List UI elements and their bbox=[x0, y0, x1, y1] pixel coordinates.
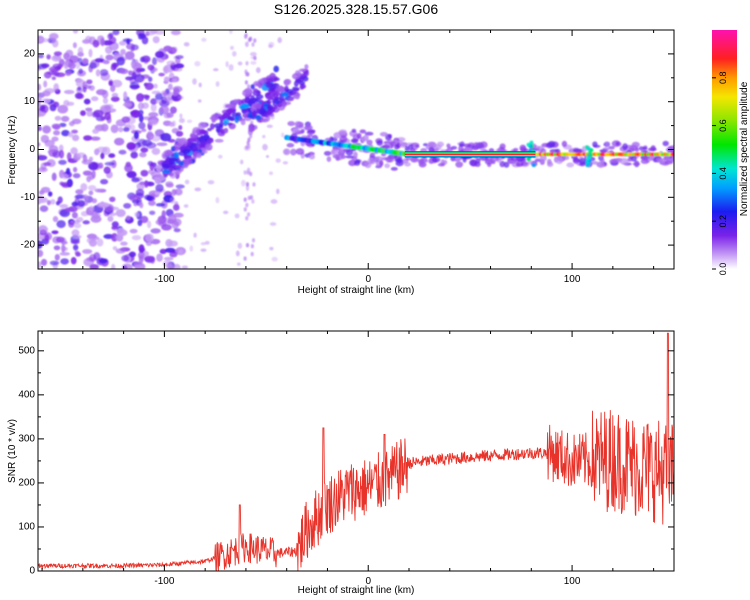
snr-ytick-label: 200 bbox=[18, 477, 35, 488]
spectrogram-xlabel: Height of straight line (km) bbox=[298, 285, 415, 296]
colorbar-tick-label: 0.6 bbox=[718, 119, 728, 132]
spectrogram-xtick-label: -100 bbox=[154, 274, 174, 285]
snr-frame bbox=[37, 330, 675, 572]
snr-xtick-label: 0 bbox=[365, 576, 371, 587]
snr-xtick-label: 100 bbox=[564, 576, 581, 587]
spectrogram-xtick-label: 0 bbox=[365, 274, 371, 285]
spectrogram-xtick-label: 100 bbox=[564, 274, 581, 285]
colorbar-tick-label: 0.4 bbox=[718, 167, 728, 180]
spectrogram-ytick-label: 20 bbox=[24, 48, 36, 59]
snr-ytick-label: 0 bbox=[29, 566, 35, 577]
snr-ytick-label: 100 bbox=[18, 521, 35, 532]
snr-xtick-label: -100 bbox=[154, 576, 174, 587]
snr-axes: -100 0 100 0 100 200 300 400 500 bbox=[18, 331, 674, 587]
snr-series-line bbox=[38, 332, 674, 571]
snr-ytick-label: 400 bbox=[18, 389, 35, 400]
spectrogram-ylabel: Frequency (Hz) bbox=[7, 116, 18, 185]
colorbar-tick-label: 0.8 bbox=[718, 72, 728, 85]
spectrogram-ytick-label: 10 bbox=[24, 96, 36, 107]
spectrogram-ytick-label: -20 bbox=[21, 240, 36, 251]
snr-ylabel: SNR (10 * v/v) bbox=[7, 419, 18, 483]
colorbar-label: Normalized spectral amplitude bbox=[739, 81, 750, 216]
snr-ytick-label: 500 bbox=[18, 345, 35, 356]
colorbar: 0.0 0.2 0.4 0.6 0.8 Normalized spectral ampl… bbox=[712, 30, 750, 275]
colorbar-ticks: 0.0 0.2 0.4 0.6 0.8 bbox=[712, 72, 728, 276]
snr-panel: -100 0 100 0 100 200 300 400 500 Height of strai… bbox=[7, 330, 675, 596]
spectrogram-heatmap bbox=[38, 30, 674, 269]
spectrogram-ytick-label: 0 bbox=[29, 144, 35, 155]
colorbar-tick-label: 0.2 bbox=[718, 215, 728, 228]
spectrogram-ytick-label: -10 bbox=[21, 192, 36, 203]
snr-xlabel: Height of straight line (km) bbox=[298, 585, 415, 596]
colorbar-gradient bbox=[712, 30, 737, 269]
colorbar-tick-label: 0.0 bbox=[718, 263, 728, 276]
snr-ytick-label: 300 bbox=[18, 433, 35, 444]
chart-title: S126.2025.328.15.57.G06 bbox=[274, 1, 438, 17]
